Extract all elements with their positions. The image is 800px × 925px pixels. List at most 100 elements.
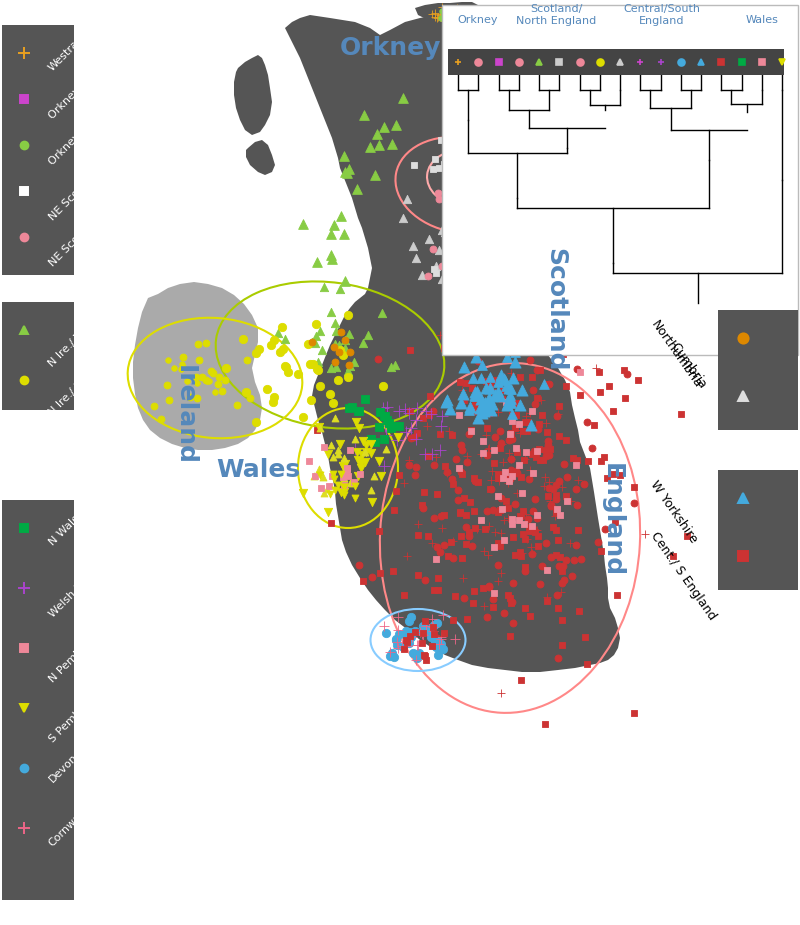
Point xyxy=(574,551,587,566)
Text: Orkney 1: Orkney 1 xyxy=(47,78,90,120)
Point xyxy=(373,566,386,581)
Point xyxy=(572,604,585,619)
Point xyxy=(380,441,393,456)
Point xyxy=(310,328,322,343)
Point xyxy=(506,512,518,526)
Point xyxy=(514,426,526,440)
Point xyxy=(488,388,501,403)
Point xyxy=(458,323,471,338)
Point xyxy=(463,399,476,413)
Point xyxy=(541,562,554,577)
Point xyxy=(453,249,466,264)
Point xyxy=(505,391,518,406)
Point xyxy=(435,419,448,434)
Point xyxy=(429,635,442,649)
Point xyxy=(390,484,402,499)
Point xyxy=(518,414,531,429)
Point xyxy=(569,458,582,473)
Point xyxy=(481,504,494,519)
Point xyxy=(477,179,490,193)
Point xyxy=(433,191,446,206)
Point xyxy=(348,478,361,493)
Point xyxy=(338,471,350,486)
Point xyxy=(424,389,437,404)
Point xyxy=(416,267,429,282)
Point xyxy=(433,328,446,343)
Point xyxy=(181,374,194,388)
Point xyxy=(405,630,418,645)
Point xyxy=(400,633,413,648)
Point xyxy=(467,596,480,611)
Point xyxy=(397,475,410,490)
Point xyxy=(529,492,542,507)
Point xyxy=(519,506,532,521)
Point xyxy=(338,149,350,164)
Point xyxy=(230,397,243,412)
Point xyxy=(479,427,492,442)
Point xyxy=(435,631,448,646)
Point xyxy=(404,628,417,643)
Point xyxy=(503,397,516,412)
Point xyxy=(525,540,538,555)
Text: NE Scotland 2: NE Scotland 2 xyxy=(47,206,110,268)
Point xyxy=(338,463,351,478)
Point xyxy=(418,573,431,587)
Point xyxy=(344,476,357,491)
Point xyxy=(401,638,414,653)
Point xyxy=(603,378,616,393)
Point xyxy=(481,548,494,562)
Point xyxy=(521,424,534,438)
Point xyxy=(423,622,436,636)
Point xyxy=(444,165,457,179)
Point xyxy=(554,549,567,564)
Point xyxy=(495,437,508,451)
Point xyxy=(438,2,451,17)
Point xyxy=(483,579,496,594)
Point xyxy=(595,453,608,468)
Point xyxy=(500,494,513,509)
Point xyxy=(491,384,504,399)
Point xyxy=(451,140,464,154)
Point xyxy=(614,467,626,482)
Point xyxy=(518,344,530,359)
Point xyxy=(177,360,190,375)
Point xyxy=(506,370,519,385)
Point xyxy=(470,383,483,398)
Point xyxy=(338,487,350,502)
Point xyxy=(417,500,430,515)
Point xyxy=(279,359,292,374)
Point xyxy=(509,420,522,435)
Point xyxy=(360,444,373,459)
Point xyxy=(553,399,566,413)
Point xyxy=(518,315,530,330)
Point xyxy=(419,613,432,628)
Point xyxy=(478,404,490,419)
Point xyxy=(549,491,562,506)
Point xyxy=(435,4,448,18)
Point xyxy=(530,391,543,406)
Point xyxy=(512,458,525,473)
Point xyxy=(489,524,502,539)
Point xyxy=(516,516,529,531)
Point xyxy=(390,418,402,433)
Point xyxy=(632,372,645,387)
Point xyxy=(539,376,552,391)
Point xyxy=(428,458,441,473)
Point xyxy=(466,222,479,237)
Point xyxy=(491,574,504,588)
Point xyxy=(487,502,500,517)
Point xyxy=(410,401,423,415)
Point xyxy=(519,409,532,424)
Point xyxy=(582,453,595,468)
Point xyxy=(540,338,553,352)
Point xyxy=(468,503,481,518)
Point xyxy=(383,648,396,663)
Point xyxy=(467,471,480,486)
Point xyxy=(353,420,366,435)
Point xyxy=(444,9,457,24)
Point xyxy=(510,440,522,455)
Point xyxy=(467,252,480,266)
Point xyxy=(495,391,508,406)
Point xyxy=(336,348,349,363)
Point xyxy=(460,449,473,463)
